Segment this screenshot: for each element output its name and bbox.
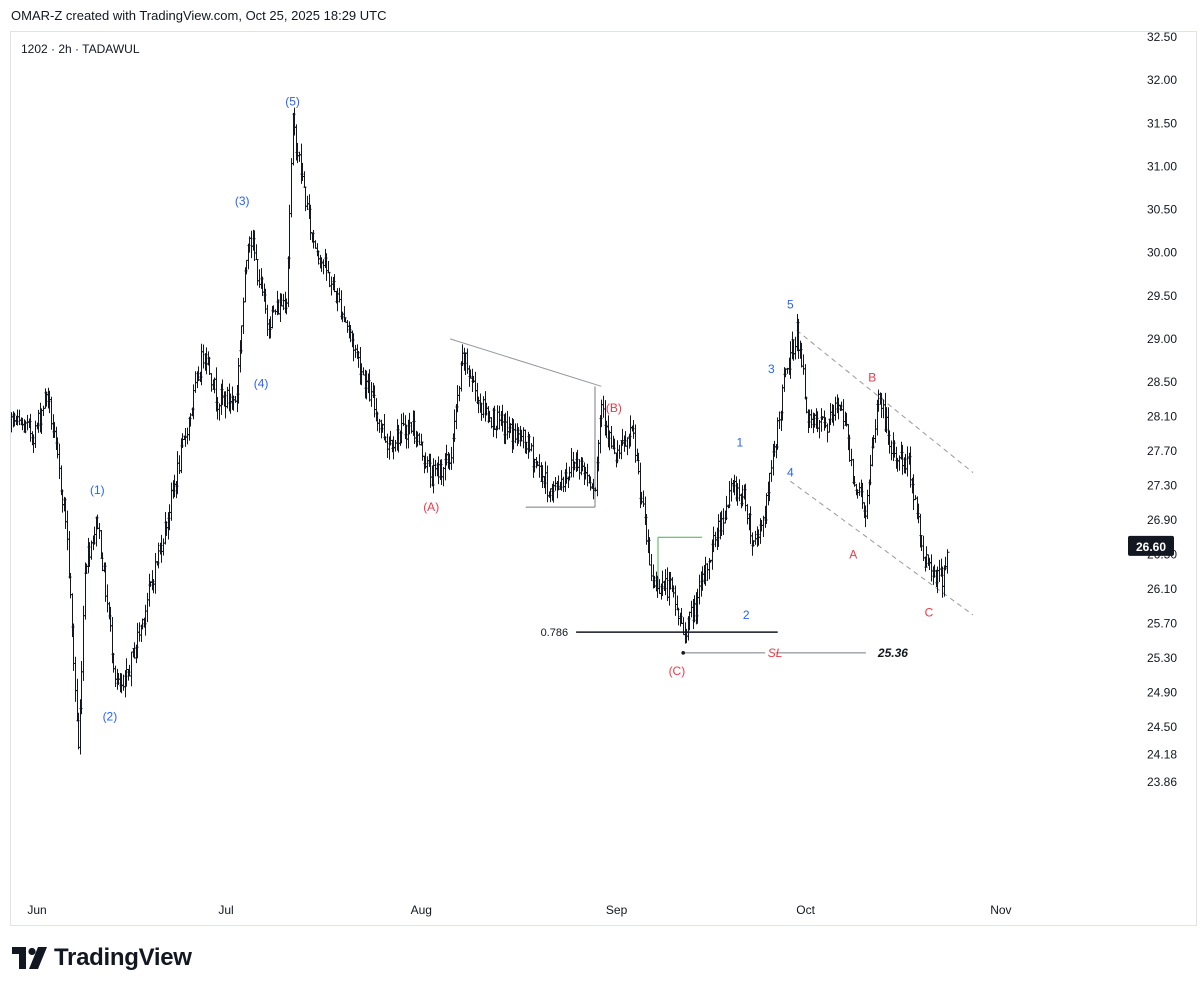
y-tick-label: 30.50: [1147, 203, 1177, 217]
y-tick-label: 28.50: [1147, 375, 1177, 389]
chart-credit: OMAR-Z created with TradingView.com, Oct…: [11, 8, 387, 23]
wave-label: (2): [103, 710, 118, 724]
wave-label: (B): [606, 401, 622, 415]
trendline: [796, 329, 974, 473]
tv-logo-icon: [12, 947, 47, 969]
y-tick-label: 28.10: [1147, 410, 1177, 424]
tradingview-logo[interactable]: TradingView: [12, 944, 192, 972]
y-tick-label: 30.00: [1147, 246, 1177, 260]
trendline: [449, 338, 602, 387]
y-tick-label: 27.30: [1147, 479, 1177, 493]
y-tick-label: 26.90: [1147, 513, 1177, 527]
y-tick-label: 24.18: [1147, 748, 1177, 762]
wave-label: (4): [254, 377, 269, 391]
tradingview-wordmark: TradingView: [54, 944, 192, 971]
y-tick-label: 23.86: [1147, 775, 1177, 789]
axis-layer: 32.50 32.00 31.50 31.00 30.50 30.00 29.50 29.00…: [27, 32, 1177, 917]
x-tick-label: Aug: [411, 903, 432, 917]
fib-ratio-label: 0.786: [541, 627, 569, 639]
wave-labels: (1) (2) (3) (4) (5) (A) (B) (C) 1 2 3 4 5 A B C 26.60: [90, 95, 1174, 724]
trendline: [790, 480, 974, 616]
wave-label: B: [868, 371, 876, 385]
y-tick-label: 25.30: [1147, 651, 1177, 665]
y-tick-label: 24.90: [1147, 686, 1177, 700]
last-price-badge: [1128, 535, 1174, 556]
x-tick-label: Sep: [606, 903, 628, 917]
wave-label: 1: [737, 435, 744, 449]
y-tick-label: 26.10: [1147, 582, 1177, 596]
wave-label: 2: [743, 608, 750, 622]
y-tick-label: 27.70: [1147, 444, 1177, 458]
wave-label: (1): [90, 483, 105, 497]
x-tick-label: Jun: [27, 903, 46, 917]
x-tick-label: Jul: [218, 903, 233, 917]
y-tick-label: 32.00: [1147, 73, 1177, 87]
stop-loss-anchor: [681, 651, 685, 655]
y-tick-label: 29.00: [1147, 332, 1177, 346]
price-chart[interactable]: 1202 · 2h · TADAWUL 32.50 32.00 31.50 31.00…: [11, 32, 1198, 927]
wave-label: A: [849, 548, 857, 562]
wave-label: (A): [423, 500, 439, 514]
last-price-label: 26.60: [1136, 540, 1166, 554]
wave-label: (3): [235, 194, 250, 208]
y-tick-label: 32.50: [1147, 32, 1177, 44]
wave-label: 5: [787, 297, 794, 311]
y-tick-label: 24.50: [1147, 720, 1177, 734]
chart-frame[interactable]: 1202 · 2h · TADAWUL 32.50 32.00 31.50 31.00…: [10, 31, 1197, 926]
wave-label: 3: [768, 362, 775, 376]
y-tick-label: 29.50: [1147, 289, 1177, 303]
y-tick-label: 31.00: [1147, 159, 1177, 173]
wave-label: (C): [669, 664, 686, 678]
wave-label: (5): [285, 95, 300, 109]
stop-loss-price: 25.36: [877, 646, 908, 660]
drawing-layer: 0.786 SL 25.36: [449, 329, 974, 660]
symbol-info: 1202 · 2h · TADAWUL: [21, 42, 140, 56]
wave-label: 4: [787, 466, 794, 480]
y-tick-label: 25.70: [1147, 617, 1177, 631]
x-tick-label: Oct: [796, 903, 815, 917]
stop-loss-label: SL: [768, 646, 783, 660]
price-bars: [11, 107, 950, 755]
wave-label: C: [925, 605, 934, 619]
x-tick-label: Nov: [990, 903, 1011, 917]
y-tick-label: 31.50: [1147, 116, 1177, 130]
